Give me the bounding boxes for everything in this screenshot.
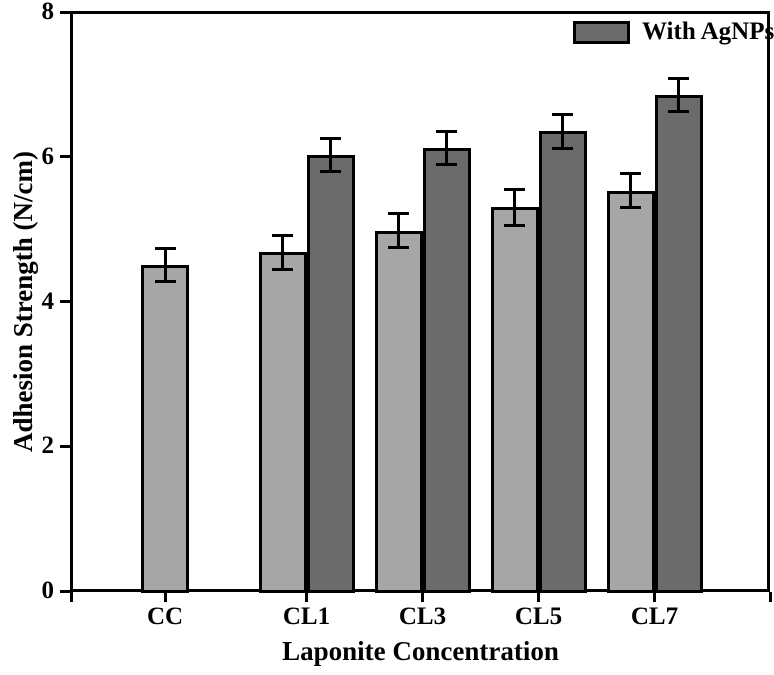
x-tick bbox=[537, 592, 540, 602]
error-bar-cap-top bbox=[504, 188, 525, 192]
bar bbox=[258, 252, 307, 593]
error-bar-line bbox=[561, 114, 564, 149]
error-bar-cap-top bbox=[620, 172, 641, 176]
bar bbox=[538, 131, 587, 593]
error-bar-cap-bottom bbox=[320, 170, 341, 174]
x-tick-label: CL1 bbox=[282, 603, 331, 630]
error-bar-line bbox=[329, 139, 332, 172]
error-bar-cap-top bbox=[154, 247, 176, 251]
error-bar-cap-bottom bbox=[272, 267, 293, 271]
error-bar-line bbox=[629, 174, 632, 208]
x-tick bbox=[653, 592, 656, 602]
bar bbox=[422, 148, 471, 593]
error-bar-cap-bottom bbox=[668, 110, 689, 114]
x-axis-title: Laponite Concentration bbox=[282, 636, 559, 666]
error-bar-cap-top bbox=[552, 112, 573, 116]
x-tick bbox=[163, 592, 167, 602]
bar bbox=[374, 230, 423, 593]
error-bar-line bbox=[281, 235, 284, 269]
error-bar-cap-top bbox=[668, 77, 689, 81]
y-tick-label: 8 bbox=[41, 0, 55, 25]
legend: With AgNPs bbox=[573, 18, 774, 46]
y-tick-label: 2 bbox=[41, 432, 55, 460]
y-tick-label: 4 bbox=[41, 287, 55, 315]
legend-swatch-with-agnps bbox=[573, 20, 630, 44]
error-bar-cap-bottom bbox=[436, 162, 457, 166]
y-tick bbox=[59, 10, 70, 14]
x-tick-label: CL5 bbox=[514, 603, 563, 630]
error-bar-cap-bottom bbox=[154, 280, 176, 284]
error-bar-cap-bottom bbox=[552, 147, 573, 151]
error-bar-cap-bottom bbox=[620, 206, 641, 210]
error-bar-cap-bottom bbox=[504, 223, 525, 227]
bar bbox=[490, 207, 539, 593]
error-bar-cap-top bbox=[436, 130, 457, 134]
x-tick-label: CL7 bbox=[630, 603, 679, 630]
y-tick bbox=[59, 444, 70, 448]
x-axis-corner-tick bbox=[69, 592, 73, 602]
bar bbox=[306, 155, 355, 593]
error-bar-line bbox=[513, 190, 516, 225]
bar bbox=[654, 95, 703, 593]
y-tick bbox=[59, 155, 70, 159]
x-tick bbox=[305, 592, 308, 602]
error-bar-cap-top bbox=[388, 211, 409, 215]
y-axis-title: Adhesion Strength (N/cm) bbox=[7, 150, 38, 453]
y-tick-label: 6 bbox=[41, 142, 55, 170]
bar bbox=[606, 190, 655, 593]
y-axis-title-wrap: Adhesion Strength (N/cm) bbox=[0, 12, 46, 591]
legend-label: With AgNPs bbox=[642, 18, 774, 45]
error-bar-line bbox=[397, 213, 400, 248]
error-bar-line bbox=[163, 249, 167, 282]
y-tick bbox=[59, 589, 70, 593]
x-axis-corner-tick bbox=[768, 592, 772, 602]
y-tick-label: 0 bbox=[41, 577, 55, 604]
bar bbox=[141, 265, 189, 593]
x-tick-label: CL3 bbox=[398, 603, 447, 630]
y-tick bbox=[59, 300, 70, 303]
x-tick-label: CC bbox=[146, 603, 184, 630]
error-bar-line bbox=[677, 79, 680, 112]
error-bar-line bbox=[445, 132, 448, 164]
error-bar-cap-top bbox=[320, 137, 341, 141]
x-tick bbox=[421, 592, 424, 602]
error-bar-cap-top bbox=[272, 233, 293, 237]
error-bar-cap-bottom bbox=[388, 246, 409, 250]
